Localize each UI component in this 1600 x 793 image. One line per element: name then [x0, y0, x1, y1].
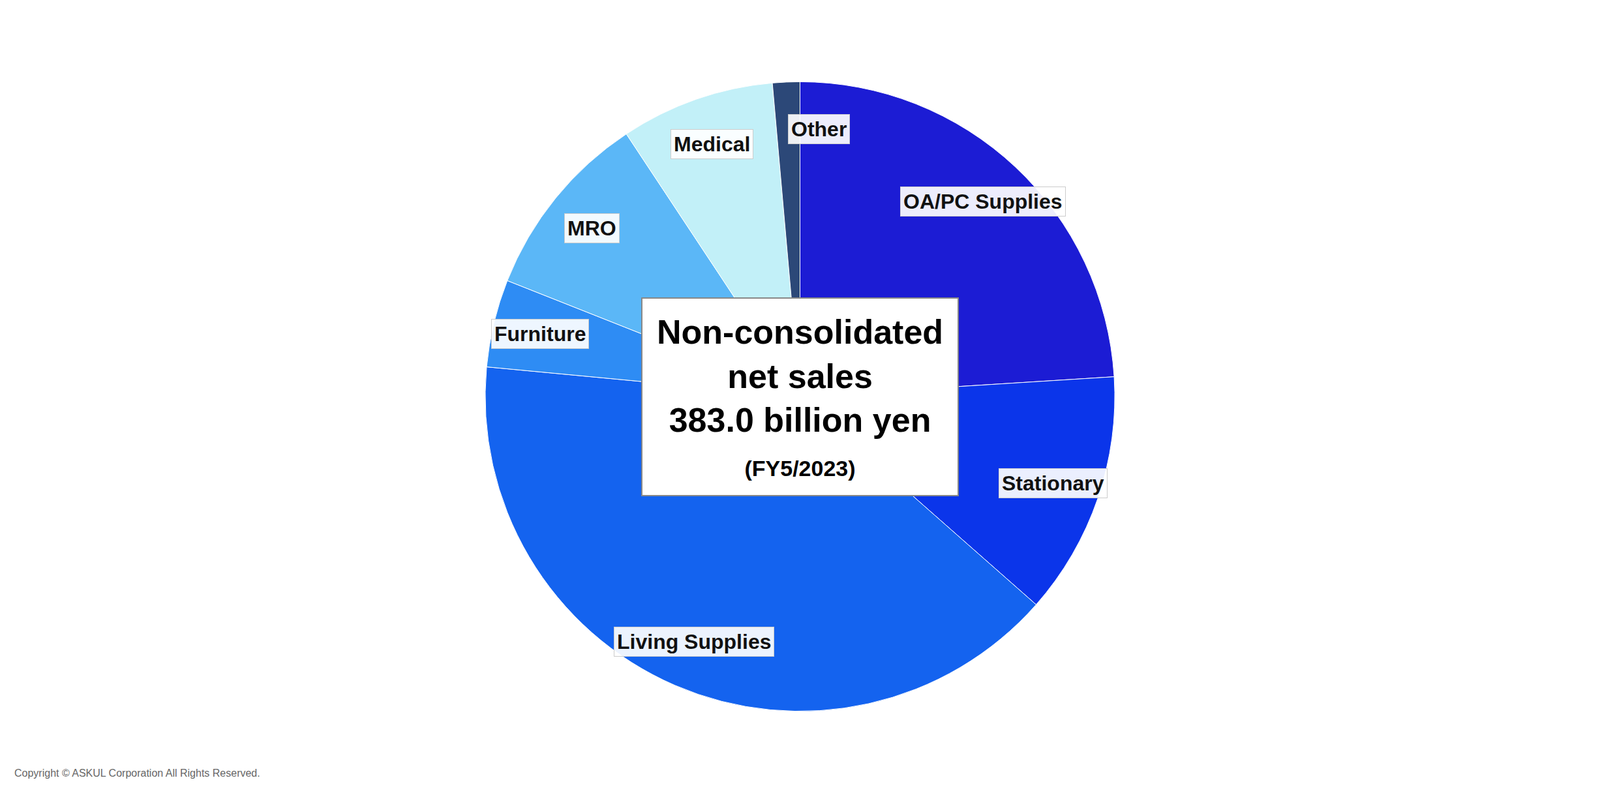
svg-text:Stationary: Stationary	[1001, 471, 1105, 496]
svg-text:MRO: MRO	[567, 216, 617, 241]
svg-text:Non-consolidatednet sales383.0: Non-consolidatednet sales383.0 billion y…	[656, 313, 944, 481]
svg-text:Living Supplies: Living Supplies	[617, 630, 771, 654]
svg-text:Other: Other	[791, 117, 847, 141]
svg-text:Medical: Medical	[673, 132, 751, 156]
svg-text:Copyright © ASKUL Corporation: Copyright © ASKUL Corporation All Rights…	[14, 767, 261, 779]
svg-text:OA/PC Supplies: OA/PC Supplies	[903, 189, 1063, 214]
svg-text:Furniture: Furniture	[494, 322, 586, 346]
